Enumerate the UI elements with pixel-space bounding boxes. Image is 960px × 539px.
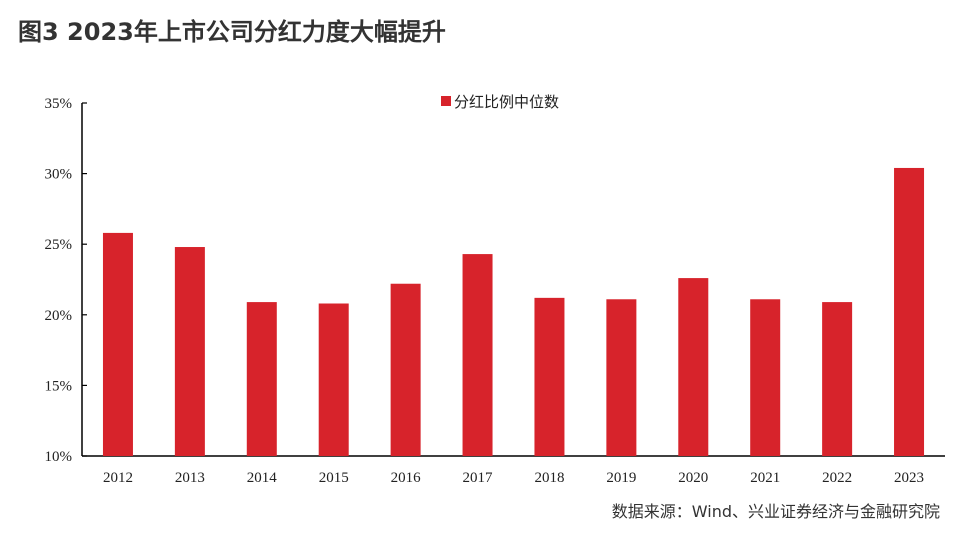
y-tick-label: 35% [45, 96, 73, 112]
bar-2015 [318, 303, 349, 456]
y-tick-label: 25% [45, 237, 73, 253]
bar-2018 [534, 297, 565, 456]
bar-2023 [894, 167, 925, 456]
x-tick-label: 2017 [463, 470, 494, 486]
source-note: 数据来源：Wind、兴业证券经济与金融研究院 [611, 502, 940, 521]
x-tick-label: 2012 [103, 470, 133, 486]
bar-2014 [246, 302, 277, 456]
bar-2022 [822, 302, 853, 456]
bar-2019 [606, 299, 637, 456]
legend-swatch [441, 96, 451, 106]
chart-title: 图3 2023年上市公司分红力度大幅提升 [18, 18, 446, 46]
x-tick-label: 2020 [678, 470, 708, 486]
y-tick-label: 15% [45, 378, 73, 394]
legend-label: 分红比例中位数 [454, 93, 559, 111]
y-tick-label: 20% [45, 308, 73, 324]
x-tick-label: 2016 [391, 470, 422, 486]
x-tick-label: 2015 [319, 470, 349, 486]
x-tick-label: 2018 [534, 470, 564, 486]
y-tick-label: 10% [45, 449, 73, 465]
x-tick-label: 2023 [894, 470, 924, 486]
bar-2012 [102, 232, 133, 456]
y-tick-label: 30% [45, 167, 73, 183]
x-tick-label: 2014 [247, 470, 278, 486]
bar-2016 [390, 283, 421, 456]
bar-2013 [174, 247, 205, 456]
bar-2021 [750, 299, 781, 456]
x-tick-label: 2021 [750, 470, 780, 486]
x-tick-label: 2022 [822, 470, 852, 486]
x-tick-label: 2019 [606, 470, 636, 486]
x-tick-label: 2013 [175, 470, 205, 486]
bar-2020 [678, 278, 709, 456]
bar-2017 [462, 254, 493, 456]
